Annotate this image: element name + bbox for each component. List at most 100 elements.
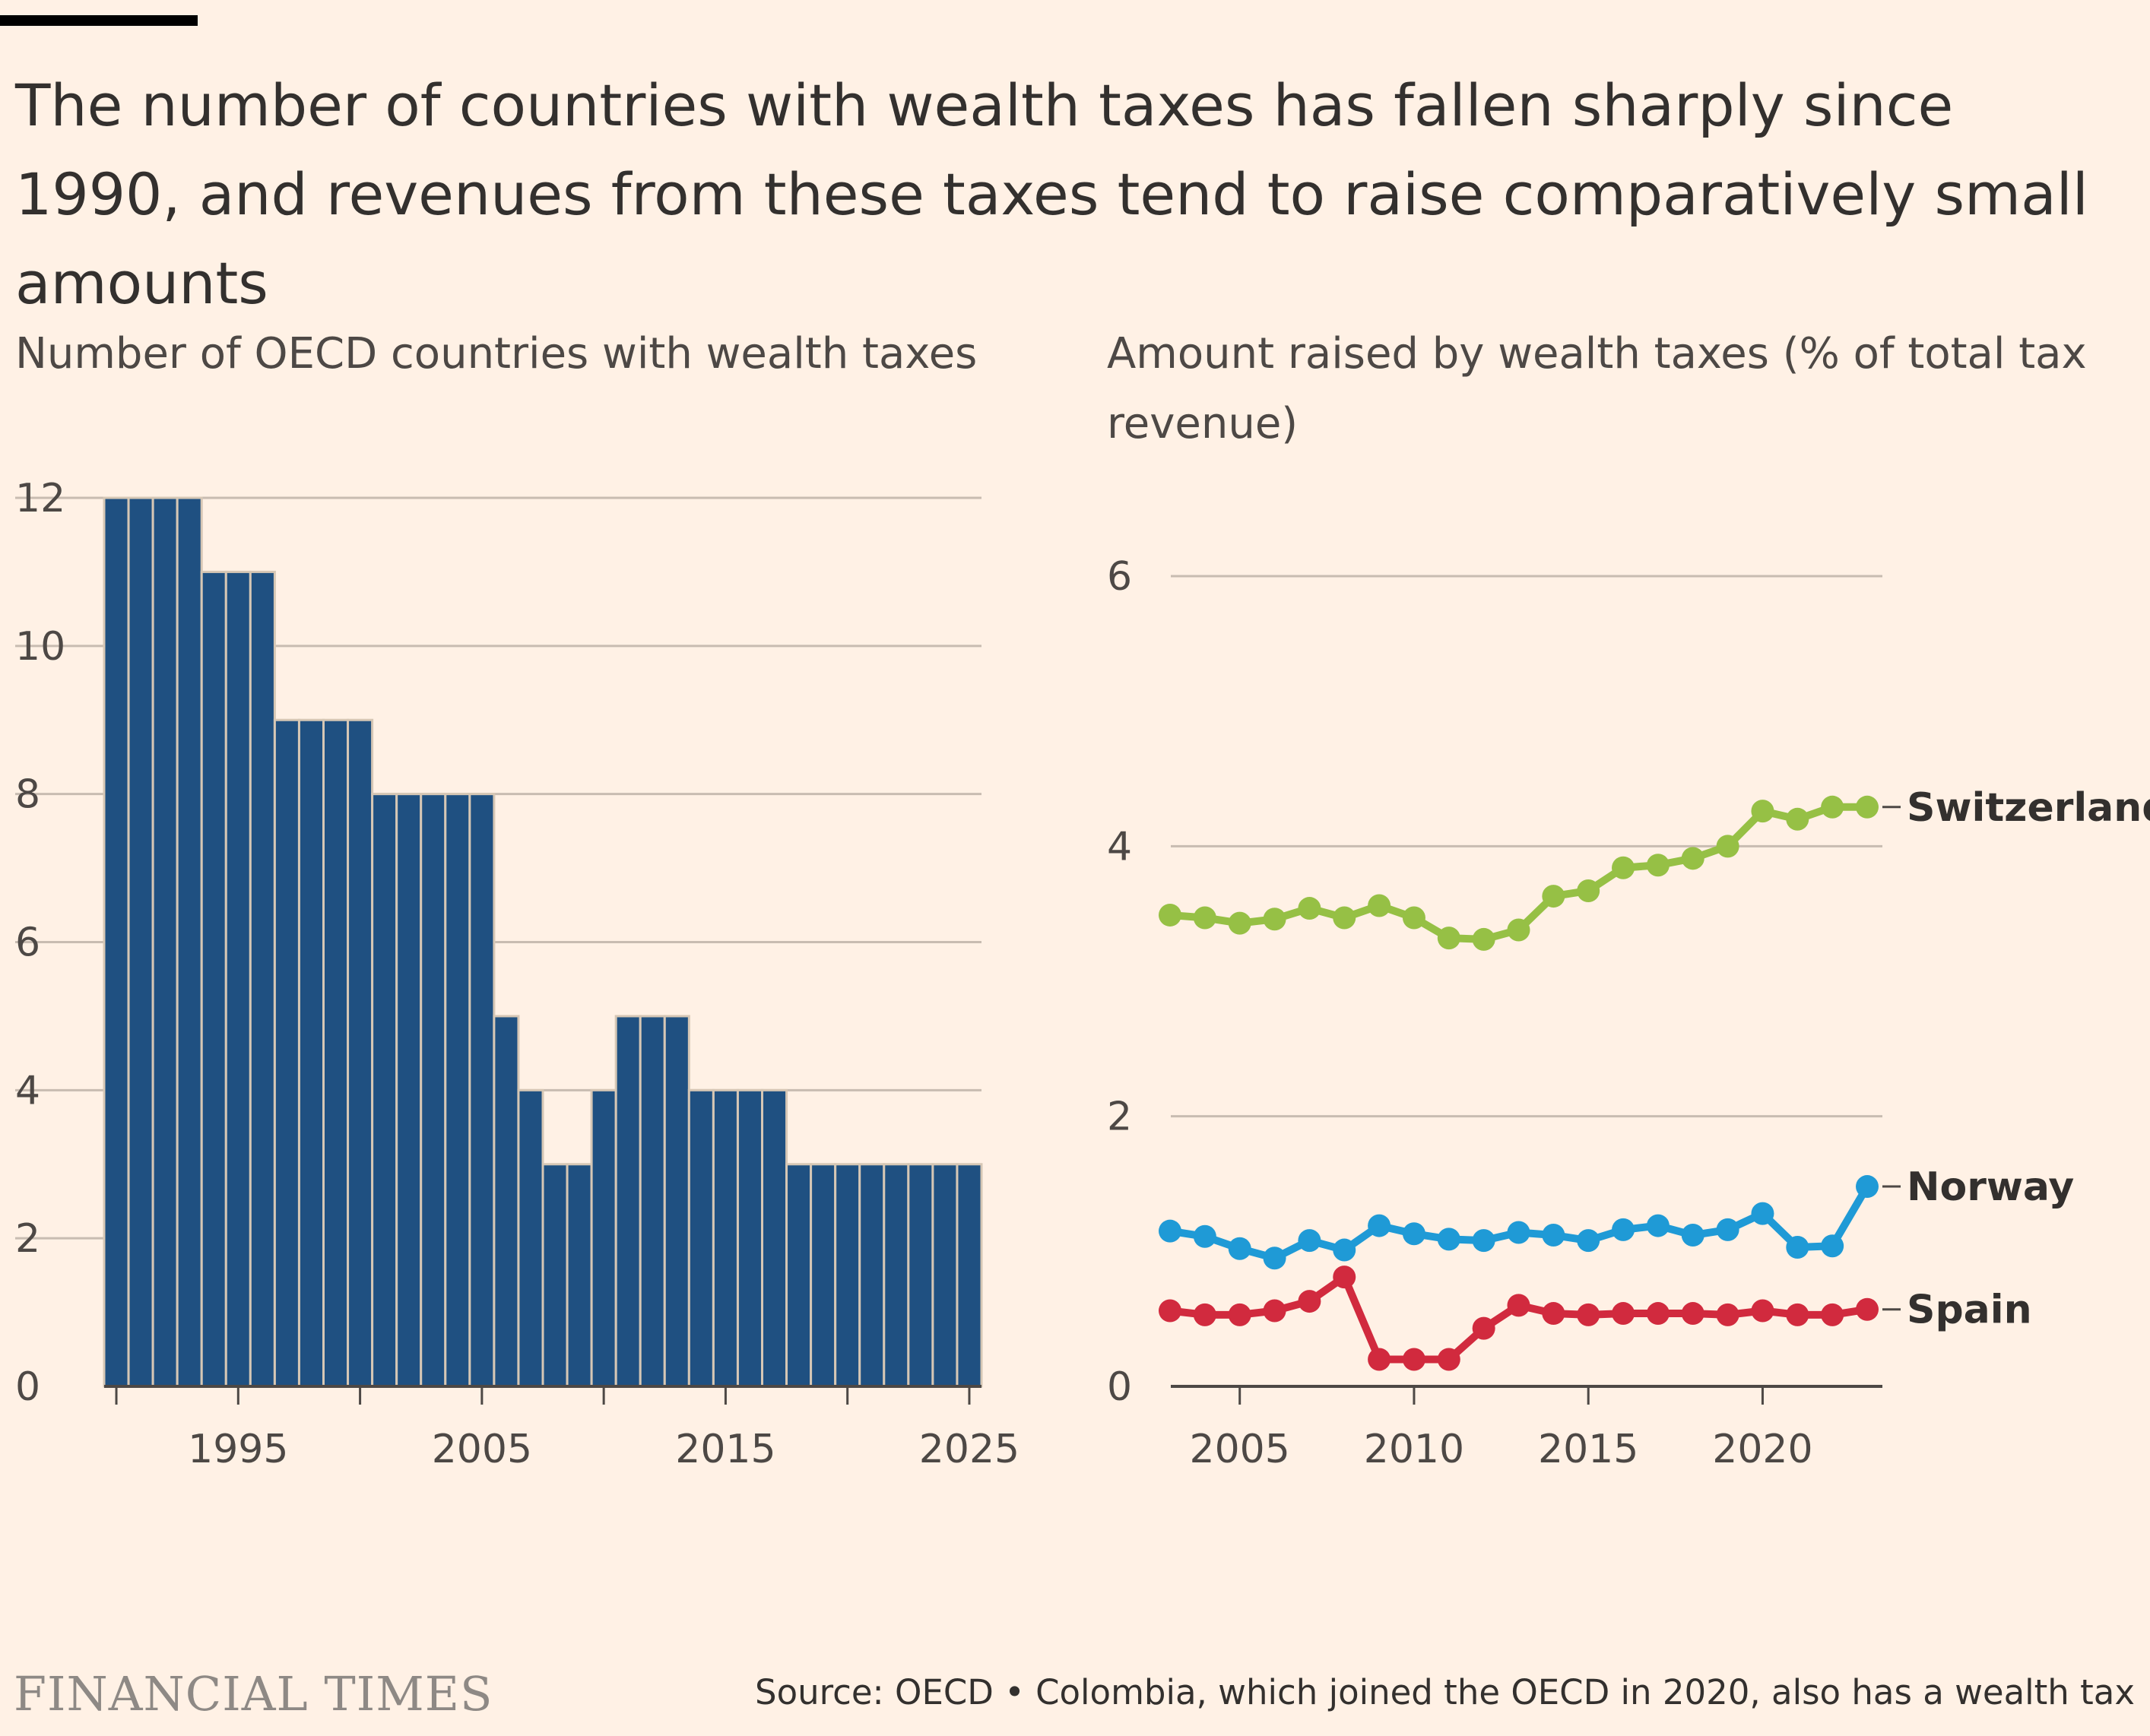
bar-2002 bbox=[395, 793, 423, 1388]
point-spain-2019 bbox=[1716, 1303, 1739, 1326]
series-label-switzerland: Switzerland bbox=[1907, 785, 2150, 831]
point-switzerland-2013 bbox=[1507, 918, 1530, 942]
bar-2004 bbox=[444, 793, 471, 1388]
point-switzerland-2018 bbox=[1681, 847, 1704, 870]
point-switzerland-2016 bbox=[1612, 856, 1635, 879]
point-norway-2016 bbox=[1612, 1218, 1635, 1241]
point-norway-2018 bbox=[1681, 1224, 1704, 1247]
line-chart-title: Amount raised by wealth taxes (% of tota… bbox=[1107, 329, 2087, 448]
bar-2012 bbox=[639, 1015, 666, 1388]
point-spain-2016 bbox=[1612, 1302, 1635, 1326]
bar-y-tick-label: 8 bbox=[15, 772, 40, 818]
point-norway-2013 bbox=[1507, 1221, 1530, 1244]
bar-x-tick-label: 2015 bbox=[675, 1427, 775, 1472]
ft-logo: FINANCIAL TIMES bbox=[14, 1666, 493, 1722]
point-switzerland-2006 bbox=[1263, 908, 1286, 931]
point-norway-2014 bbox=[1542, 1224, 1565, 1247]
line-x-tick-label: 2005 bbox=[1190, 1427, 1290, 1472]
bar-1996 bbox=[249, 570, 276, 1388]
point-switzerland-2023 bbox=[1856, 795, 1879, 819]
line-x-tick-label: 2015 bbox=[1538, 1427, 1638, 1472]
point-switzerland-2014 bbox=[1542, 885, 1565, 908]
point-norway-2022 bbox=[1821, 1234, 1844, 1258]
point-switzerland-2019 bbox=[1716, 835, 1739, 858]
point-spain-2021 bbox=[1786, 1303, 1809, 1326]
point-switzerland-2012 bbox=[1472, 927, 1495, 951]
point-spain-2005 bbox=[1228, 1303, 1251, 1326]
point-spain-2020 bbox=[1751, 1299, 1774, 1323]
source-note: Source: OECD • Colombia, which joined th… bbox=[755, 1672, 2135, 1712]
series-label-norway: Norway bbox=[1907, 1164, 2074, 1210]
point-switzerland-2020 bbox=[1751, 800, 1774, 823]
point-norway-2012 bbox=[1472, 1229, 1495, 1253]
line-x-tick-label: 2010 bbox=[1364, 1427, 1464, 1472]
bar-2000 bbox=[347, 718, 374, 1388]
bar-2005 bbox=[468, 793, 496, 1388]
bar-2001 bbox=[371, 793, 398, 1388]
point-spain-2003 bbox=[1159, 1299, 1181, 1323]
bar-1992 bbox=[151, 496, 179, 1388]
point-norway-2023 bbox=[1856, 1175, 1879, 1199]
bar-2016 bbox=[736, 1088, 764, 1388]
point-spain-2013 bbox=[1507, 1294, 1530, 1317]
bar-2018 bbox=[785, 1163, 813, 1388]
point-norway-2004 bbox=[1193, 1224, 1216, 1248]
point-spain-2022 bbox=[1821, 1303, 1844, 1326]
line-x-tick-label: 2020 bbox=[1712, 1427, 1812, 1472]
point-norway-2005 bbox=[1228, 1237, 1251, 1260]
line-y-tick-label: 6 bbox=[1107, 554, 1132, 600]
bar-2021 bbox=[858, 1163, 886, 1388]
bar-1994 bbox=[200, 570, 227, 1388]
bar-2006 bbox=[493, 1015, 520, 1388]
bar-2017 bbox=[761, 1088, 788, 1388]
point-norway-2007 bbox=[1298, 1229, 1321, 1253]
point-switzerland-2003 bbox=[1159, 903, 1181, 927]
point-switzerland-2007 bbox=[1298, 897, 1321, 920]
bar-x-tick-label: 1995 bbox=[188, 1427, 288, 1472]
bar-1990 bbox=[103, 496, 130, 1388]
bar-1999 bbox=[322, 718, 350, 1388]
point-spain-2012 bbox=[1472, 1316, 1495, 1340]
point-norway-2003 bbox=[1159, 1219, 1181, 1243]
point-spain-2015 bbox=[1577, 1303, 1600, 1326]
point-norway-2009 bbox=[1368, 1214, 1391, 1237]
bar-y-tick-label: 0 bbox=[15, 1364, 40, 1410]
point-spain-2004 bbox=[1193, 1303, 1216, 1326]
point-norway-2006 bbox=[1263, 1247, 1286, 1270]
bar-x-tick-label: 2005 bbox=[432, 1427, 532, 1472]
line-y-tick-label: 2 bbox=[1107, 1095, 1132, 1140]
point-norway-2020 bbox=[1751, 1202, 1774, 1225]
point-norway-2008 bbox=[1333, 1238, 1356, 1262]
bar-1997 bbox=[273, 718, 300, 1388]
bar-2011 bbox=[614, 1015, 642, 1388]
bar-1991 bbox=[127, 496, 154, 1388]
line-y-tick-label: 4 bbox=[1107, 824, 1132, 870]
point-switzerland-2021 bbox=[1786, 807, 1809, 831]
bar-2003 bbox=[420, 793, 447, 1388]
bar-y-tick-label: 10 bbox=[15, 624, 65, 670]
point-spain-2017 bbox=[1646, 1302, 1670, 1326]
point-norway-2021 bbox=[1786, 1236, 1809, 1259]
bar-2013 bbox=[663, 1015, 690, 1388]
point-switzerland-2004 bbox=[1193, 906, 1216, 930]
point-norway-2011 bbox=[1437, 1228, 1460, 1251]
series-label-spain: Spain bbox=[1907, 1288, 2032, 1333]
bar-x-tick-label: 2025 bbox=[919, 1427, 1020, 1472]
bar-2025 bbox=[956, 1163, 983, 1388]
bar-2020 bbox=[834, 1163, 861, 1388]
bar-2007 bbox=[517, 1088, 544, 1388]
point-switzerland-2009 bbox=[1368, 894, 1391, 917]
bar-y-tick-label: 12 bbox=[15, 476, 65, 521]
point-switzerland-2011 bbox=[1437, 927, 1460, 950]
point-switzerland-2010 bbox=[1402, 906, 1425, 930]
bar-y-tick-label: 4 bbox=[15, 1068, 40, 1114]
point-norway-2015 bbox=[1577, 1229, 1600, 1253]
bar-2024 bbox=[931, 1163, 959, 1388]
point-switzerland-2022 bbox=[1821, 795, 1844, 819]
bar-2008 bbox=[541, 1163, 569, 1388]
bar-2014 bbox=[687, 1088, 715, 1388]
bar-chart-title: Number of OECD countries with wealth tax… bbox=[15, 329, 978, 379]
bar-2022 bbox=[883, 1163, 910, 1388]
